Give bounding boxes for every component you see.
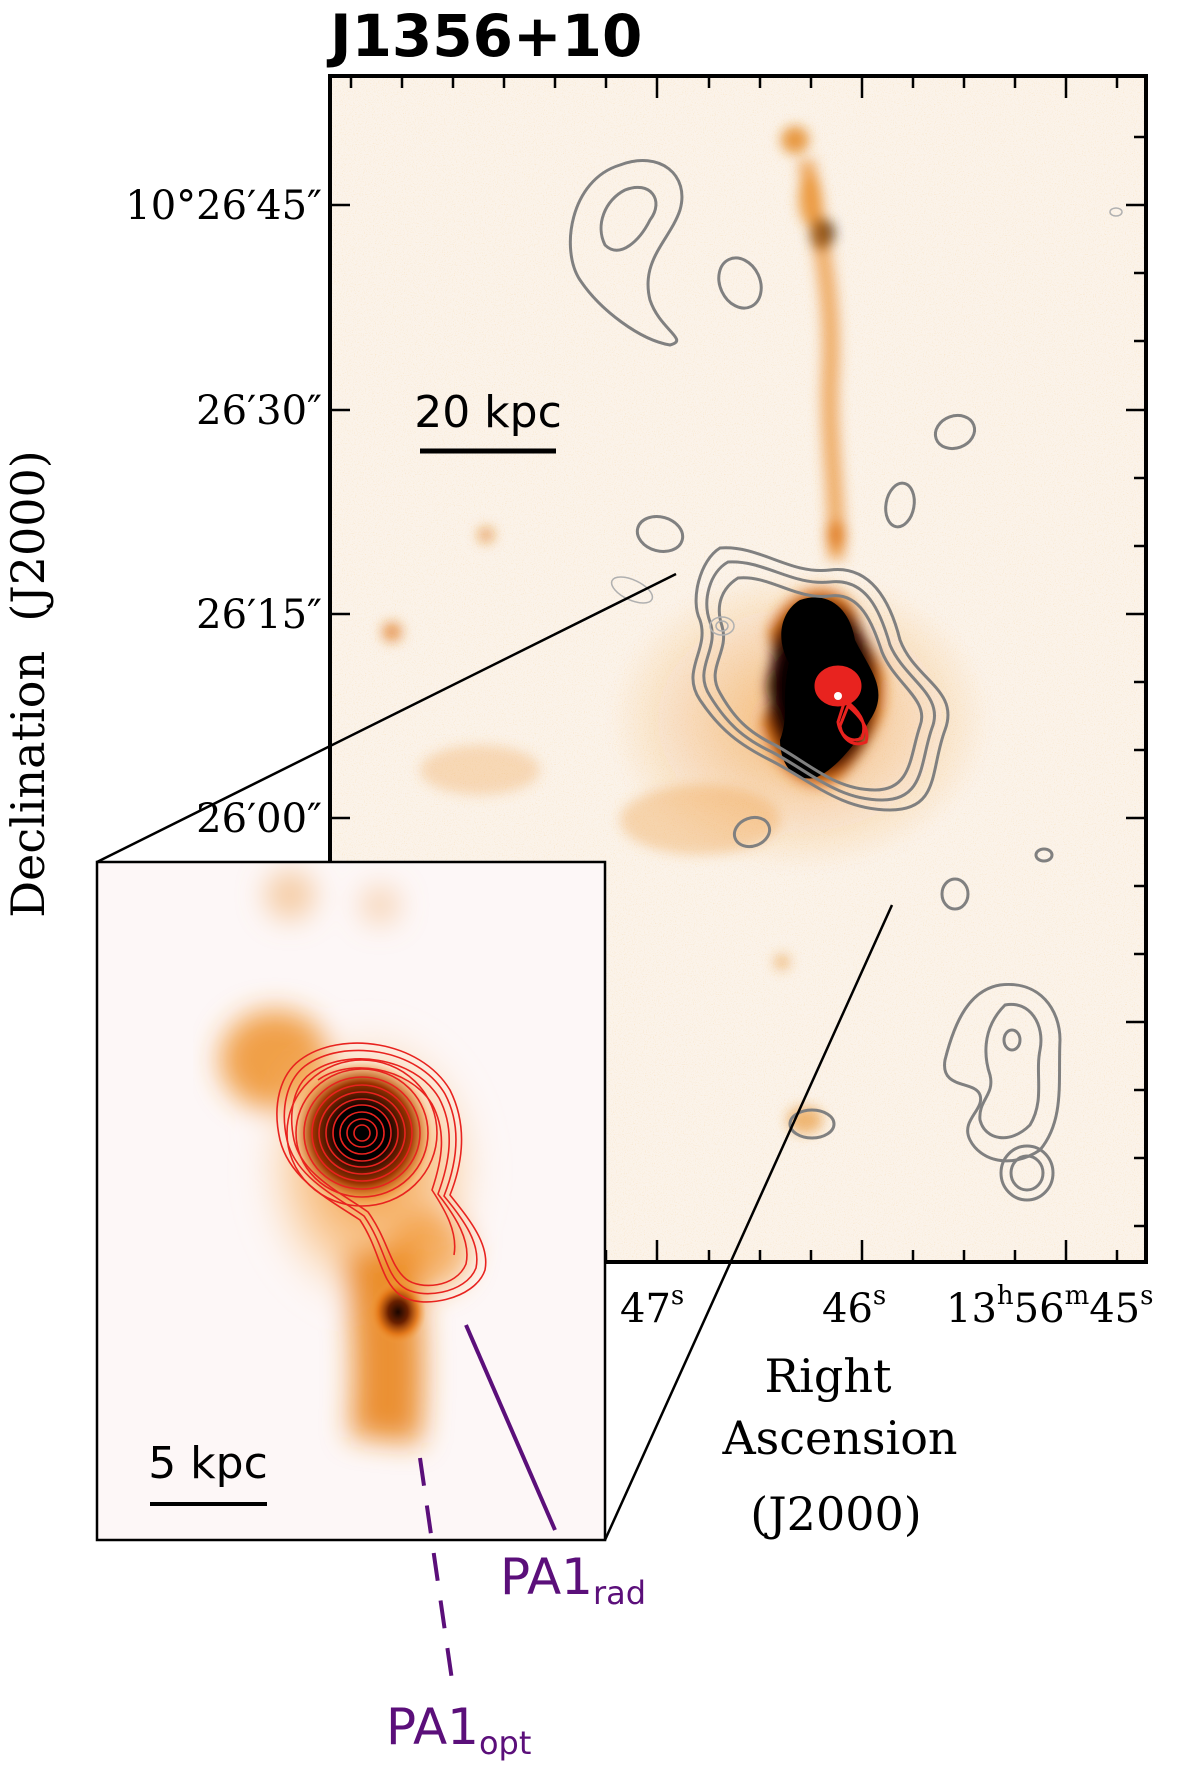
x-axis-label-line-1: Ascension xyxy=(721,1411,957,1465)
main-axes-frame xyxy=(328,74,1148,1264)
inset-image-panel xyxy=(97,862,605,1540)
x-axis-label: Right Ascension (J2000) xyxy=(721,1349,957,1541)
pa-opt-label: PA1opt xyxy=(386,1698,531,1762)
pa-rad-line xyxy=(464,1324,557,1531)
y-axis-label: Declination (J2000) xyxy=(1,450,55,918)
position-angle-lines xyxy=(418,1324,557,1681)
ra-tick-1: 46s xyxy=(822,1281,886,1332)
ra-tick-labels: 47s 46s 13h56m45s xyxy=(620,1281,1153,1332)
pa-opt-line xyxy=(418,1457,454,1681)
inset-frame xyxy=(95,860,607,1542)
dec-tick-labels: 10°26′45″ 26′30″ 26′15″ 26′00″ xyxy=(125,183,322,842)
dec-tick-3: 26′00″ xyxy=(196,796,322,842)
pa-rad-label: PA1rad xyxy=(500,1548,646,1612)
grey-radio-contours xyxy=(568,159,1062,1202)
axis-ticks xyxy=(330,76,1146,1262)
main-image-panel xyxy=(330,76,1146,1262)
inset-scalebar-label: 5 kpc xyxy=(148,1438,268,1489)
ra-tick-2: 13h56m45s xyxy=(946,1281,1153,1332)
dec-tick-2: 26′15″ xyxy=(196,592,322,638)
x-axis-label-line-0: Right xyxy=(765,1349,892,1403)
red-radio-contours xyxy=(814,665,869,746)
dec-tick-1: 26′30″ xyxy=(196,388,322,434)
dec-tick-0: 10°26′45″ xyxy=(125,183,322,229)
figure-title: J1356+10 xyxy=(326,2,642,70)
ra-tick-0: 47s xyxy=(620,1281,684,1332)
main-scalebar-label: 20 kpc xyxy=(414,387,562,438)
zoom-connector-lines xyxy=(96,572,894,1541)
x-axis-label-line-2: (J2000) xyxy=(750,1487,921,1541)
inset-red-contours xyxy=(276,1042,487,1303)
